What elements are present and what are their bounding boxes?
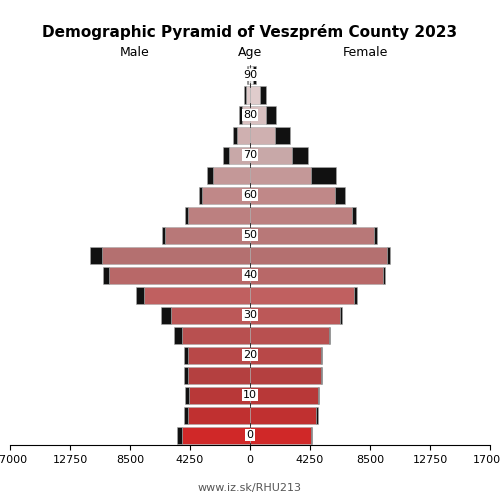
Bar <box>214 166 250 184</box>
Bar <box>250 326 329 344</box>
Bar <box>136 286 144 304</box>
Bar <box>329 326 330 344</box>
Text: Age: Age <box>238 46 262 59</box>
Text: 30: 30 <box>243 310 257 320</box>
Bar <box>250 226 374 244</box>
Bar <box>250 406 316 424</box>
Text: 50: 50 <box>243 230 257 240</box>
Bar <box>250 106 266 124</box>
Bar <box>250 246 387 264</box>
Bar <box>250 346 320 364</box>
Text: Male: Male <box>120 46 150 59</box>
Bar <box>185 386 190 404</box>
Bar <box>188 206 250 224</box>
Bar <box>316 406 318 424</box>
Bar <box>102 246 250 264</box>
Bar <box>253 66 256 84</box>
Text: 40: 40 <box>243 270 257 280</box>
Bar <box>223 146 229 164</box>
Bar <box>387 246 390 264</box>
Bar <box>250 306 340 324</box>
Bar <box>144 286 250 304</box>
Bar <box>238 126 250 144</box>
Text: 0: 0 <box>246 430 254 440</box>
Bar <box>250 386 318 404</box>
Bar <box>207 166 214 184</box>
Bar <box>260 86 266 104</box>
Bar <box>184 366 188 384</box>
Bar <box>292 146 308 164</box>
Bar <box>171 306 250 324</box>
Bar <box>176 426 182 444</box>
Bar <box>250 166 310 184</box>
Bar <box>246 86 250 104</box>
Bar <box>250 66 253 84</box>
Bar <box>233 126 237 144</box>
Text: Female: Female <box>342 46 388 59</box>
Bar <box>247 66 248 84</box>
Text: Demographic Pyramid of Veszprém County 2023: Demographic Pyramid of Veszprém County 2… <box>42 24 458 40</box>
Bar <box>174 326 182 344</box>
Bar <box>188 346 250 364</box>
Text: 20: 20 <box>243 350 257 360</box>
Bar <box>244 86 246 104</box>
Bar <box>199 186 202 204</box>
Text: 10: 10 <box>243 390 257 400</box>
Bar <box>162 226 166 244</box>
Bar <box>318 386 319 404</box>
Bar <box>240 106 242 124</box>
Bar <box>266 106 276 124</box>
Text: 90: 90 <box>243 70 257 80</box>
Bar <box>250 266 382 283</box>
Bar <box>109 266 250 283</box>
Bar <box>161 306 171 324</box>
Bar <box>352 206 356 224</box>
Bar <box>354 286 356 304</box>
Bar <box>374 226 377 244</box>
Bar <box>182 426 250 444</box>
Bar <box>310 166 336 184</box>
Bar <box>250 206 352 224</box>
Bar <box>166 226 250 244</box>
Bar <box>320 366 322 384</box>
Bar <box>188 406 250 424</box>
Bar <box>188 366 250 384</box>
Bar <box>250 86 260 104</box>
Text: www.iz.sk/RHU213: www.iz.sk/RHU213 <box>198 482 302 492</box>
Bar <box>334 186 344 204</box>
Text: 70: 70 <box>243 150 257 160</box>
Bar <box>250 126 276 144</box>
Bar <box>202 186 250 204</box>
Bar <box>185 206 188 224</box>
Bar <box>310 426 312 444</box>
Bar <box>250 186 334 204</box>
Bar <box>276 126 289 144</box>
Bar <box>250 146 292 164</box>
Bar <box>184 346 188 364</box>
Bar <box>250 366 320 384</box>
Bar <box>242 106 250 124</box>
Bar <box>382 266 385 283</box>
Bar <box>229 146 250 164</box>
Bar <box>190 386 250 404</box>
Bar <box>103 266 109 283</box>
Bar <box>320 346 322 364</box>
Text: 80: 80 <box>243 110 257 120</box>
Bar <box>340 306 342 324</box>
Bar <box>250 426 310 444</box>
Bar <box>90 246 102 264</box>
Bar <box>248 66 250 84</box>
Text: 60: 60 <box>243 190 257 200</box>
Bar <box>182 326 250 344</box>
Bar <box>184 406 188 424</box>
Bar <box>250 286 354 304</box>
